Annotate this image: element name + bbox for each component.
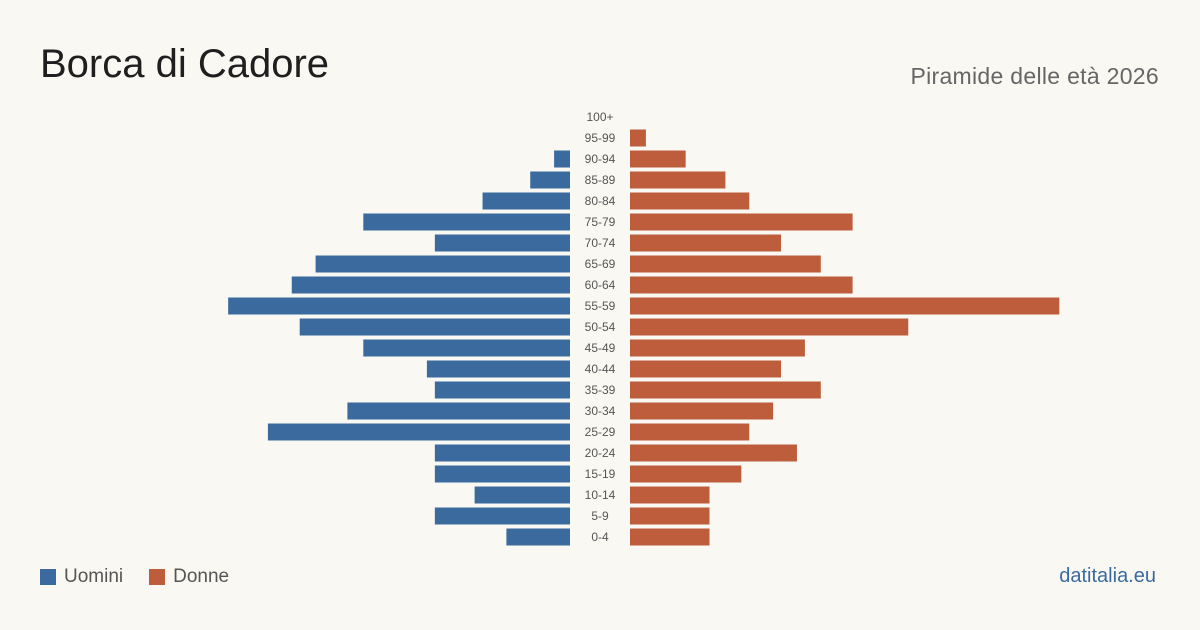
bar-men-15-19 xyxy=(434,465,570,483)
bar-women-65-69 xyxy=(630,255,821,273)
bar-women-15-19 xyxy=(630,465,742,483)
age-label-80-84: 80-84 xyxy=(585,194,616,208)
bar-women-55-59 xyxy=(630,297,1060,315)
bar-women-70-74 xyxy=(630,234,782,252)
bar-men-5-9 xyxy=(434,507,570,525)
age-label-45-49: 45-49 xyxy=(585,341,616,355)
bar-women-90-94 xyxy=(630,150,686,168)
bar-women-5-9 xyxy=(630,507,710,525)
age-label-25-29: 25-29 xyxy=(585,425,616,439)
bar-men-40-44 xyxy=(426,360,570,378)
age-label-65-69: 65-69 xyxy=(585,257,616,271)
bar-women-45-49 xyxy=(630,339,805,357)
bar-women-75-79 xyxy=(630,213,853,231)
age-label-20-24: 20-24 xyxy=(585,446,616,460)
age-label-50-54: 50-54 xyxy=(585,320,616,334)
bar-men-35-39 xyxy=(434,381,570,399)
bar-women-85-89 xyxy=(630,171,726,189)
bar-men-85-89 xyxy=(530,171,570,189)
age-label-10-14: 10-14 xyxy=(585,488,616,502)
age-label-90-94: 90-94 xyxy=(585,152,616,166)
age-label-75-79: 75-79 xyxy=(585,215,616,229)
bar-women-95-99 xyxy=(630,129,646,147)
bar-women-25-29 xyxy=(630,423,750,441)
age-label-55-59: 55-59 xyxy=(585,299,616,313)
age-label-0-4: 0-4 xyxy=(591,530,609,544)
legend-swatch-women xyxy=(149,569,166,585)
bar-women-35-39 xyxy=(630,381,821,399)
legend-label-men: Uomini xyxy=(64,566,124,587)
age-label-40-44: 40-44 xyxy=(585,362,616,376)
page-title: Borca di Cadore xyxy=(40,42,330,86)
bar-women-0-4 xyxy=(630,528,710,546)
age-label-95-99: 95-99 xyxy=(585,131,616,145)
age-label-70-74: 70-74 xyxy=(585,236,616,250)
bar-men-50-54 xyxy=(299,318,570,336)
bar-men-20-24 xyxy=(434,444,570,462)
bar-men-75-79 xyxy=(363,213,570,231)
chart-subtitle: Piramide delle età 2026 xyxy=(910,63,1159,89)
age-label-35-39: 35-39 xyxy=(585,383,616,397)
legend-item-women: Donne xyxy=(149,566,229,588)
bar-men-65-69 xyxy=(315,255,570,273)
bar-men-30-34 xyxy=(347,402,570,420)
bar-women-30-34 xyxy=(630,402,774,420)
bar-men-55-59 xyxy=(228,297,570,315)
bar-men-10-14 xyxy=(474,486,570,504)
age-label-60-64: 60-64 xyxy=(585,278,616,292)
age-label-100plus: 100+ xyxy=(586,110,613,124)
legend: Uomini Donne xyxy=(40,566,229,588)
bar-men-70-74 xyxy=(434,234,570,252)
bar-men-45-49 xyxy=(363,339,570,357)
legend-swatch-men xyxy=(40,569,56,585)
bar-men-90-94 xyxy=(554,150,570,168)
bar-women-40-44 xyxy=(630,360,782,378)
bar-men-80-84 xyxy=(482,192,570,210)
bar-women-10-14 xyxy=(630,486,710,504)
bar-men-0-4 xyxy=(506,528,570,546)
bar-women-60-64 xyxy=(630,276,853,294)
legend-item-men: Uomini xyxy=(40,566,123,588)
bar-women-20-24 xyxy=(630,444,797,462)
age-label-15-19: 15-19 xyxy=(585,467,616,481)
bar-men-60-64 xyxy=(291,276,570,294)
age-label-5-9: 5-9 xyxy=(591,509,609,523)
bar-women-50-54 xyxy=(630,318,909,336)
source-link[interactable]: datitalia.eu xyxy=(1059,565,1156,587)
bar-men-25-29 xyxy=(267,423,570,441)
legend-label-women: Donne xyxy=(173,566,230,587)
age-label-30-34: 30-34 xyxy=(585,404,616,418)
age-label-85-89: 85-89 xyxy=(585,173,616,187)
bar-women-80-84 xyxy=(630,192,750,210)
